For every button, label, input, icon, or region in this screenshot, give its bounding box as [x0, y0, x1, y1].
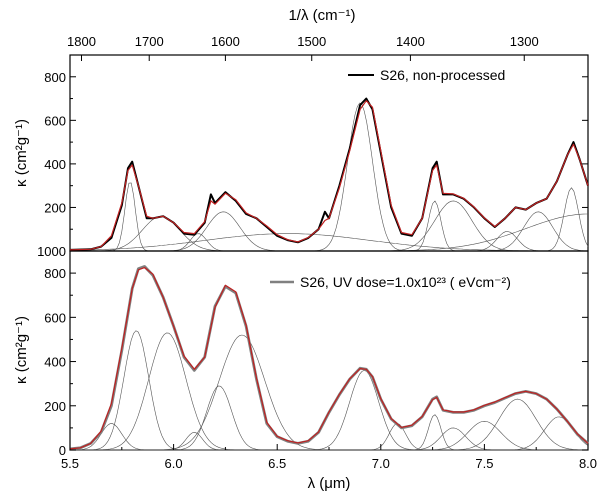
gaussian-component-5 [70, 233, 588, 252]
x-tick-label: 7.5 [475, 456, 493, 471]
top-plot-frame [69, 54, 589, 252]
gaussian-component-2 [70, 215, 588, 252]
y-tick-label: 200 [44, 399, 66, 414]
gaussian-component-11 [70, 187, 589, 252]
x-tick-label: 5.5 [61, 456, 79, 471]
top-tick-label: 1300 [510, 34, 539, 49]
y-tick-label: 1000 [37, 244, 66, 259]
bottom-legend-label: S26, UV dose=1.0x10²³ ( eVcm⁻²) [300, 274, 511, 290]
top-tick-label: 1700 [135, 34, 164, 49]
bottom-x-ticks: 5.5 6.0 6.5 7.0 7.5 8.0 [61, 444, 597, 471]
top-y-ticks: 1000 200 400 600 800 [37, 70, 588, 259]
bottom-y-ticks: 0 200 400 600 800 [44, 266, 588, 458]
bottom-gaussian-components [70, 330, 589, 451]
top-tick-label: 1400 [396, 34, 425, 49]
bottom-legend: S26, UV dose=1.0x10²³ ( eVcm⁻²) [270, 274, 511, 290]
y-tick-label: 200 [44, 200, 66, 215]
top-series-group [69, 97, 589, 251]
y-tick-label: 400 [44, 355, 66, 370]
top-panel: 1000 200 400 600 800 1800 1700 1600 1500 1400 130… [13, 7, 589, 259]
top-tick-label: 1800 [67, 34, 96, 49]
x-tick-label: 8.0 [579, 456, 597, 471]
top-tick-label: 1600 [211, 34, 240, 49]
bottom-series-group [69, 265, 589, 451]
gaussian-component-12 [70, 398, 589, 451]
gaussian-component-10 [70, 427, 588, 451]
gaussian-component-8 [70, 200, 588, 252]
gaussian-component-13 [70, 416, 589, 451]
x-tick-label: 6.0 [165, 456, 183, 471]
top-legend: S26, non-processed [348, 67, 505, 83]
gaussian-component-9 [70, 231, 588, 252]
x-tick-label: 7.0 [372, 456, 390, 471]
y-tick-label: 800 [44, 70, 66, 85]
top-y-axis-label: κ (cm²g⁻¹) [13, 119, 30, 187]
top-gaussian-components [70, 102, 589, 252]
top-x-axis-label: 1/λ (cm⁻¹) [288, 7, 355, 24]
x-tick-label: 6.5 [268, 456, 286, 471]
gaussian-component-6 [70, 102, 588, 252]
gaussian-component-6 [70, 334, 588, 451]
measured-curve [69, 265, 589, 451]
y-tick-label: 400 [44, 157, 66, 172]
top-secondary-axis-ticks: 1800 1700 1600 1500 1400 1300 [67, 34, 539, 61]
y-tick-label: 0 [59, 443, 66, 458]
y-tick-label: 600 [44, 310, 66, 325]
bottom-x-axis-label: λ (μm) [308, 475, 351, 492]
top-tick-label: 1500 [297, 34, 326, 49]
bottom-y-axis-label: κ (cm²g⁻¹) [13, 316, 30, 384]
top-legend-label: S26, non-processed [380, 67, 505, 83]
fit-curve [69, 267, 589, 450]
gaussian-component-3 [70, 332, 588, 451]
y-tick-label: 600 [44, 113, 66, 128]
fit-curve [69, 100, 589, 251]
gaussian-component-3 [70, 233, 588, 252]
y-tick-label: 800 [44, 266, 66, 281]
gaussian-component-7 [70, 200, 588, 252]
gaussian-component-2 [70, 330, 588, 451]
gaussian-component-9 [70, 414, 588, 451]
measured-curve [69, 97, 589, 251]
